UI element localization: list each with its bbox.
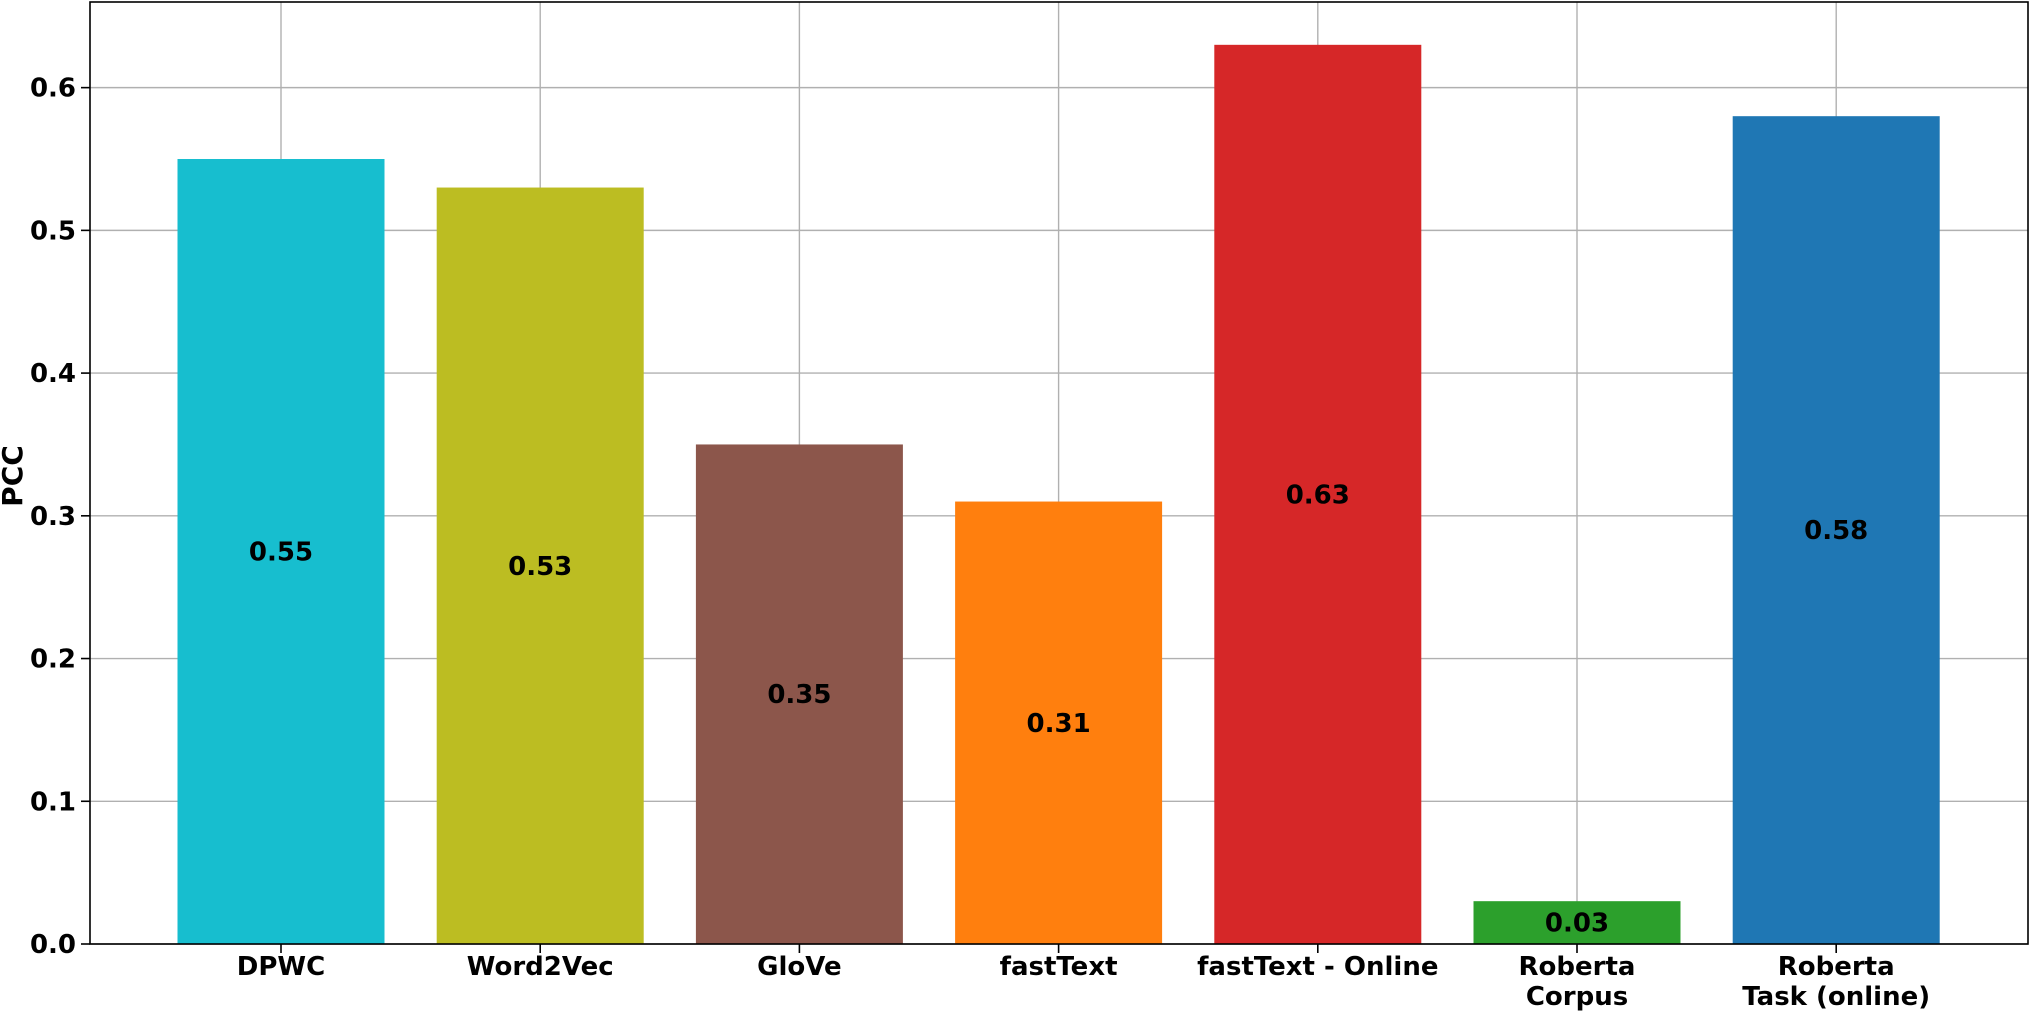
axis-layer: 0.0 0.1 0.2 0.3 0.4 0.5 0.6 DPWC Word2Vec GloVe fa… xyxy=(30,74,1930,1012)
x-tick-label: Roberta xyxy=(1519,952,1636,982)
y-tick-label: 0.3 xyxy=(30,502,76,532)
x-tick-label: Corpus xyxy=(1526,982,1628,1012)
bar-layer: 0.55 0.53 0.35 0.31 0.63 0.03 0.58 xyxy=(177,44,1940,945)
bar-value-label: 0.35 xyxy=(767,680,831,710)
bar xyxy=(955,501,1163,944)
x-tick-label: fastText - Online xyxy=(1197,952,1438,982)
bar xyxy=(1473,901,1681,944)
bar xyxy=(1214,44,1422,945)
x-tick-label: Word2Vec xyxy=(467,952,614,982)
bar xyxy=(436,187,644,944)
bar xyxy=(695,444,903,944)
bar-value-label: 0.31 xyxy=(1027,709,1091,739)
y-tick-label: 0.4 xyxy=(30,359,76,389)
y-tick-label: 0.6 xyxy=(30,74,76,104)
x-tick-label: GloVe xyxy=(757,952,841,982)
x-tick-label: fastText xyxy=(1000,952,1118,982)
bar-value-label: 0.03 xyxy=(1545,909,1609,939)
y-tick-label: 0.0 xyxy=(30,930,76,960)
bar-value-label: 0.63 xyxy=(1286,480,1350,510)
bar-value-label: 0.58 xyxy=(1804,516,1868,546)
y-tick-label: 0.2 xyxy=(30,645,76,675)
y-tick-label: 0.1 xyxy=(30,787,76,817)
y-axis-label: PCC xyxy=(0,445,29,507)
x-tick-label: Roberta xyxy=(1778,952,1895,982)
x-tick-label: Task (online) xyxy=(1742,982,1930,1012)
bar xyxy=(177,159,385,944)
x-tick-label: DPWC xyxy=(237,952,325,982)
bar-value-label: 0.55 xyxy=(249,538,313,568)
bar-value-label: 0.53 xyxy=(508,552,572,582)
bar xyxy=(1732,116,1940,944)
y-tick-label: 0.5 xyxy=(30,216,76,246)
